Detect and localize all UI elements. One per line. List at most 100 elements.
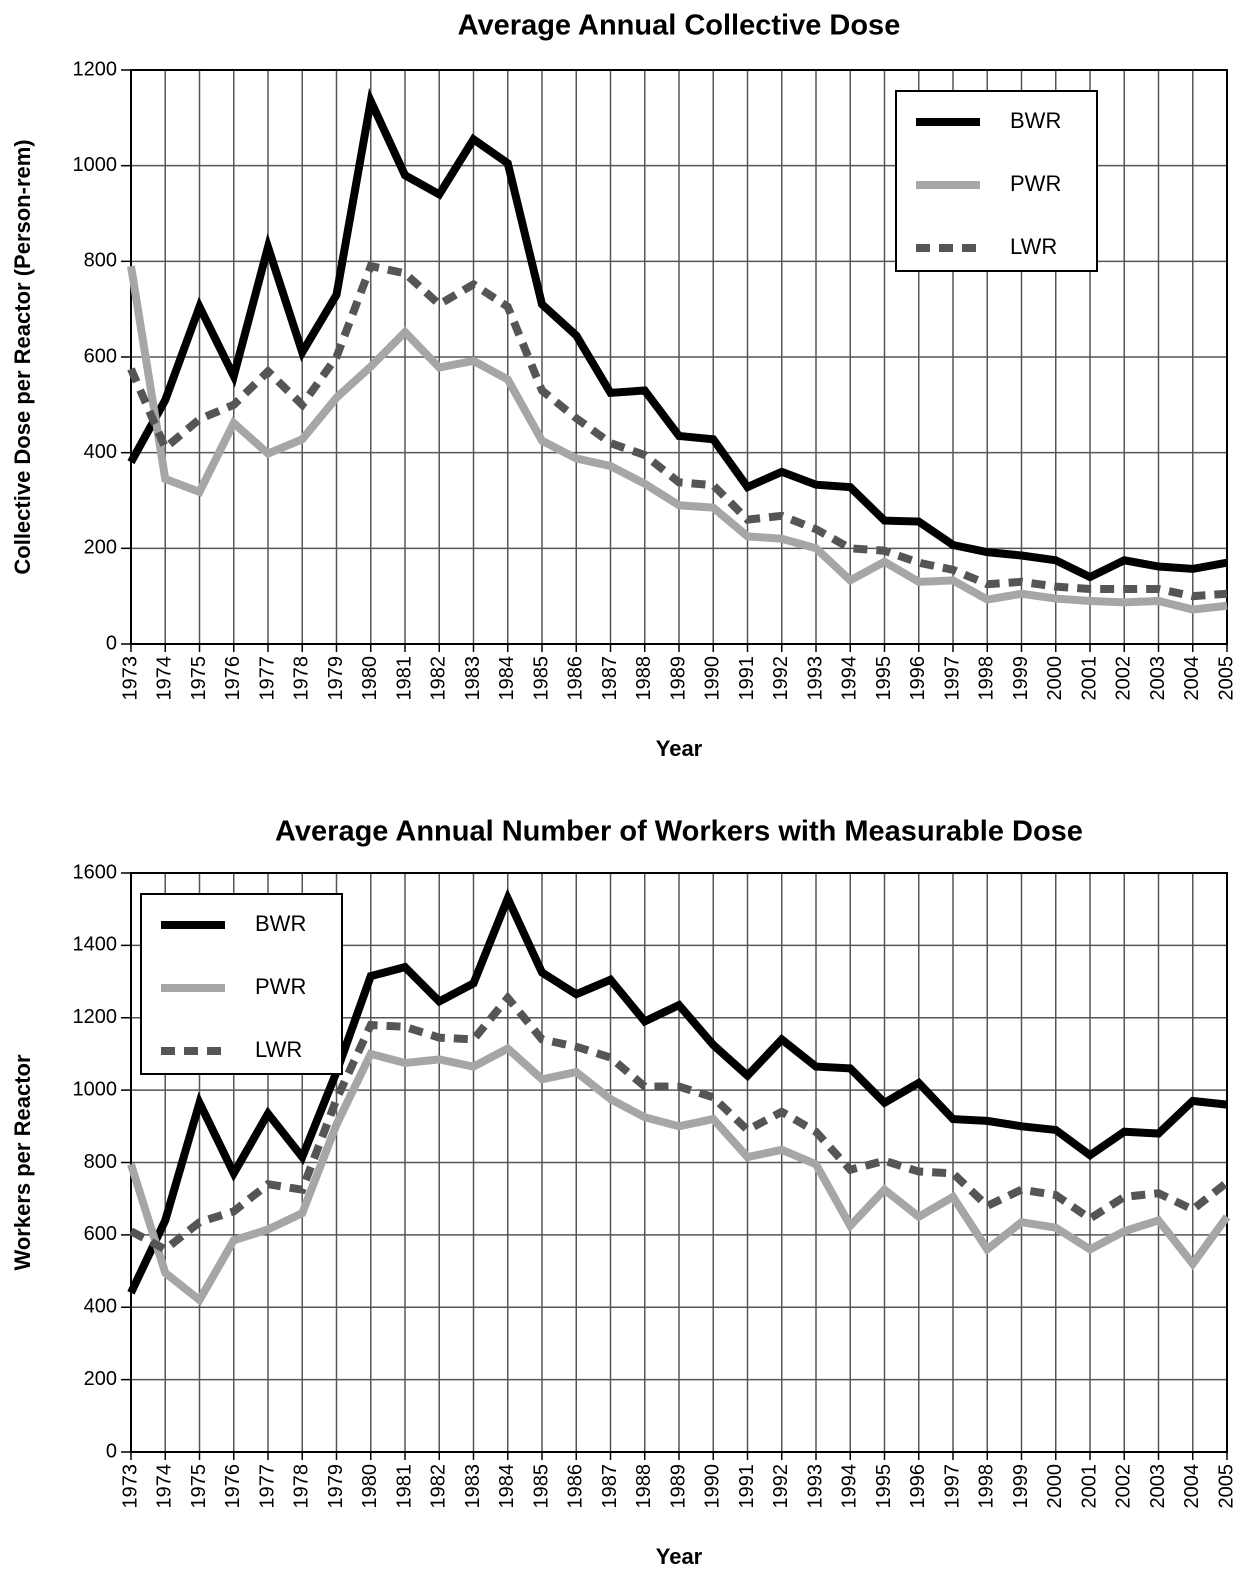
x-tick-label: 1993 xyxy=(804,656,826,701)
x-tick-label: 1982 xyxy=(428,1464,450,1509)
x-tick-label: 1989 xyxy=(667,1464,689,1509)
y-tick-label: 1200 xyxy=(73,58,118,80)
x-tick-label: 1977 xyxy=(256,1464,278,1509)
x-tick-label: 2004 xyxy=(1181,1464,1203,1509)
y-tick-label: 1400 xyxy=(73,934,118,956)
legend-label: PWR xyxy=(1010,171,1061,196)
y-tick-label: 200 xyxy=(84,1368,117,1390)
x-tick-label: 1992 xyxy=(770,1464,792,1509)
x-tick-label: 1978 xyxy=(291,1464,313,1509)
y-tick-label: 800 xyxy=(84,1151,117,1173)
x-tick-label: 1980 xyxy=(359,656,381,701)
x-tick-label: 1997 xyxy=(941,656,963,701)
x-tick-label: 2001 xyxy=(1078,1464,1100,1509)
data-line xyxy=(127,1043,1231,1307)
y-tick-label: 1000 xyxy=(73,1078,118,1100)
x-tick-label: 2002 xyxy=(1113,1464,1135,1509)
x-tick-label: 1992 xyxy=(770,656,792,701)
y-tick-label: 400 xyxy=(84,441,117,463)
x-tick-label: 1991 xyxy=(736,1464,758,1509)
y-tick-label: 0 xyxy=(106,1440,117,1462)
y-axis-label: Collective Dose per Reactor (Person-rem) xyxy=(10,139,35,574)
x-tick-label: 1993 xyxy=(804,1464,826,1509)
x-tick-label: 2003 xyxy=(1147,1464,1169,1509)
x-tick-label: 1991 xyxy=(736,656,758,701)
y-tick-label: 600 xyxy=(84,345,117,367)
x-tick-label: 2000 xyxy=(1044,656,1066,701)
x-tick-label: 1980 xyxy=(359,1464,381,1509)
chart-title: Average Annual Number of Workers with Me… xyxy=(275,816,1083,848)
y-tick-label: 800 xyxy=(84,250,117,272)
x-tick-label: 1975 xyxy=(188,1464,210,1509)
y-tick-label: 200 xyxy=(84,537,117,559)
x-tick-label: 1983 xyxy=(462,1464,484,1509)
x-tick-label: 1996 xyxy=(907,1464,929,1509)
x-tick-label: 2005 xyxy=(1215,656,1237,701)
x-tick-label: 1987 xyxy=(599,1464,621,1509)
x-tick-label: 1997 xyxy=(941,1464,963,1509)
x-tick-label: 1998 xyxy=(976,1464,998,1509)
data-line xyxy=(127,261,1228,601)
x-tick-label: 2000 xyxy=(1044,1464,1066,1509)
x-tick-label: 1977 xyxy=(256,656,278,701)
x-tick-label: 1973 xyxy=(119,1464,141,1509)
x-tick-label: 1982 xyxy=(428,656,450,701)
y-tick-label: 400 xyxy=(84,1296,117,1318)
x-tick-label: 1981 xyxy=(393,656,415,701)
data-line xyxy=(127,888,1228,1295)
legend-label: BWR xyxy=(1010,108,1061,133)
x-tick-label: 1976 xyxy=(222,656,244,701)
x-tick-label: 1979 xyxy=(325,656,347,701)
plot-frame xyxy=(130,872,1228,1453)
x-tick-label: 2004 xyxy=(1181,656,1203,701)
x-tick-label: 1973 xyxy=(119,656,141,701)
data-line xyxy=(127,265,1228,614)
y-tick-label: 1200 xyxy=(73,1006,118,1028)
x-tick-label: 1983 xyxy=(462,656,484,701)
legend-label: PWR xyxy=(255,974,306,999)
y-axis-label: Workers per Reactor xyxy=(10,1054,35,1270)
x-tick-label: 1978 xyxy=(291,656,313,701)
x-tick-label: 1974 xyxy=(154,1464,176,1509)
x-tick-label: 1986 xyxy=(565,1464,587,1509)
x-tick-label: 1976 xyxy=(222,1464,244,1509)
y-tick-label: 1000 xyxy=(73,154,118,176)
x-tick-label: 1996 xyxy=(907,656,929,701)
x-tick-label: 1995 xyxy=(873,656,895,701)
chart-title: Average Annual Collective Dose xyxy=(458,10,901,42)
x-tick-label: 1988 xyxy=(633,1464,655,1509)
x-tick-label: 2003 xyxy=(1147,656,1169,701)
x-tick-label: 1994 xyxy=(839,1464,861,1509)
x-tick-label: 1999 xyxy=(1010,656,1032,701)
x-tick-label: 1985 xyxy=(530,656,552,701)
x-tick-label: 1979 xyxy=(325,1464,347,1509)
x-tick-label: 2005 xyxy=(1215,1464,1237,1509)
x-axis-label: Year xyxy=(656,736,703,761)
data-line xyxy=(127,87,1228,582)
x-tick-label: 2001 xyxy=(1078,656,1100,701)
x-tick-label: 1975 xyxy=(188,656,210,701)
legend-label: LWR xyxy=(255,1037,302,1062)
x-tick-label: 1990 xyxy=(702,656,724,701)
y-tick-label: 0 xyxy=(106,632,117,654)
x-tick-label: 1994 xyxy=(839,656,861,701)
x-tick-label: 1974 xyxy=(154,656,176,701)
plot-frame xyxy=(130,69,1228,645)
x-tick-label: 1984 xyxy=(496,1464,518,1509)
x-tick-label: 2002 xyxy=(1113,656,1135,701)
x-tick-label: 1985 xyxy=(530,1464,552,1509)
legend-label: LWR xyxy=(1010,234,1057,259)
x-tick-label: 1990 xyxy=(702,1464,724,1509)
x-tick-label: 1984 xyxy=(496,656,518,701)
y-tick-label: 1600 xyxy=(73,861,118,883)
legend-label: BWR xyxy=(255,911,306,936)
x-tick-label: 1987 xyxy=(599,656,621,701)
x-tick-label: 1989 xyxy=(667,656,689,701)
x-tick-label: 1999 xyxy=(1010,1464,1032,1509)
x-tick-label: 1981 xyxy=(393,1464,415,1509)
x-tick-label: 1986 xyxy=(565,656,587,701)
x-tick-label: 1998 xyxy=(976,656,998,701)
data-line xyxy=(129,991,1230,1255)
y-tick-label: 600 xyxy=(84,1223,117,1245)
